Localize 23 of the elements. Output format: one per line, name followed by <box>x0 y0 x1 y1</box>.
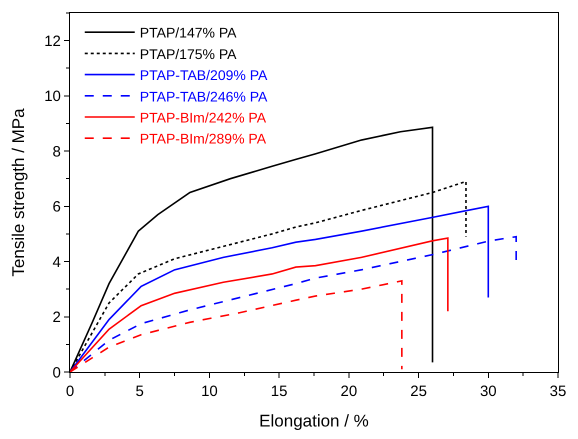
legend-label: PTAP-BIm/289% PA <box>140 130 267 147</box>
y-tick-label: 4 <box>52 254 61 271</box>
x-tick-label: 10 <box>201 383 218 400</box>
legend-label: PTAP/147% PA <box>140 24 238 41</box>
y-tick-label: 2 <box>52 309 61 326</box>
legend-label: PTAP-TAB/209% PA <box>140 67 268 84</box>
legend-label: PTAP-BIm/242% PA <box>140 109 267 126</box>
y-tick-label: 6 <box>52 198 61 216</box>
y-tick-label: 8 <box>52 143 61 160</box>
legend-label: PTAP-TAB/246% PA <box>140 88 268 104</box>
x-tick-label: 0 <box>66 383 74 400</box>
x-tick-label: 35 <box>550 383 566 400</box>
x-axis-title: Elongation / % <box>259 412 369 430</box>
y-tick-label: 12 <box>44 32 61 50</box>
x-tick-label: 20 <box>340 383 358 400</box>
legend-label: PTAP/175% PA <box>140 46 238 62</box>
y-tick-label: 10 <box>44 88 61 106</box>
x-tick-label: 15 <box>270 383 288 400</box>
y-axis-title: Tensile strength / MPa <box>8 108 28 277</box>
x-tick-label: 25 <box>410 383 427 400</box>
x-tick-label: 30 <box>480 383 497 400</box>
x-tick-label: 5 <box>136 383 144 400</box>
y-tick-label: 0 <box>52 364 61 382</box>
